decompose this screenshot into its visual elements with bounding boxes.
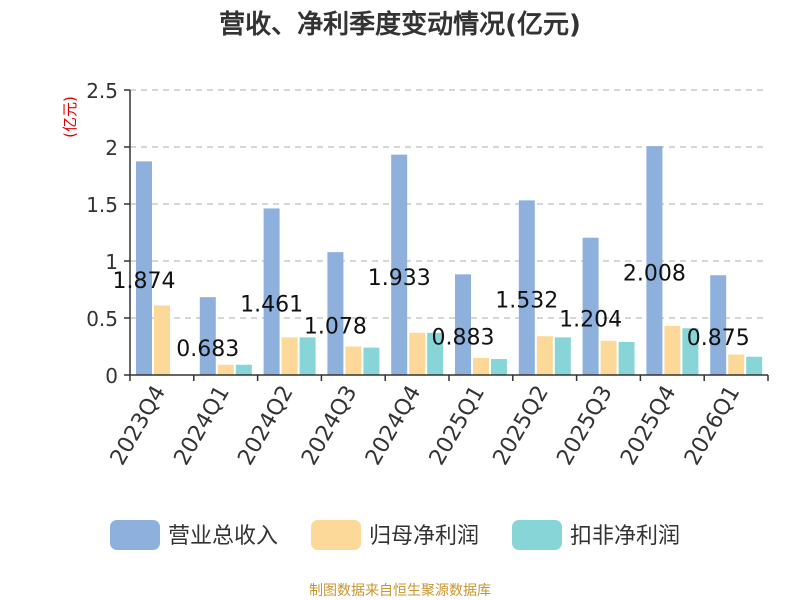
x-tick-label: 2025Q3 [552,382,617,470]
data-label: 0.683 [176,337,239,362]
x-tick-labels: 2023Q42024Q12024Q22024Q32024Q42025Q12025… [106,382,746,470]
bar-net-profit [600,340,617,375]
bar-net-profit [536,336,553,375]
y-tick-labels: 0 0.5 1 1.5 2 2.5 [86,79,118,388]
x-tick-label: 2024Q1 [170,382,235,470]
bar-revenue [199,297,216,375]
data-label: 1.532 [495,289,558,314]
bar-revenue [518,200,535,375]
bar-revenue [582,237,599,375]
legend-item[interactable]: 归母净利润 [311,520,479,550]
bar-revenue [455,274,471,375]
bar-deducted-profit [746,356,763,375]
bar-net-profit [728,354,745,375]
axes [124,89,769,381]
y-tick-label: 0 [105,364,118,388]
data-label: 2.008 [623,262,686,287]
bar-net-profit [409,332,426,375]
data-label: 1.204 [559,307,622,332]
x-tick-label: 2024Q4 [361,382,426,470]
y-tick-label: 1.5 [86,193,118,217]
data-label: 1.933 [368,266,431,291]
x-tick-label: 2024Q2 [233,382,298,470]
bar-revenue [327,252,344,375]
legend-item[interactable]: 扣非净利润 [512,520,680,550]
bar-revenue [646,146,663,375]
bar-net-profit [281,337,298,375]
data-label: 1.078 [304,315,367,340]
y-tick-label: 1 [105,250,118,274]
bar-net-profit [473,357,489,375]
data-label: 1.461 [240,293,303,318]
bar-deducted-profit [427,332,444,375]
bar-deducted-profit [682,328,699,375]
bar-net-profit [154,305,170,375]
bar-revenue [710,275,727,375]
bar-deducted-profit [299,337,316,375]
bar-net-profit [345,346,362,375]
bar-revenue [263,208,280,375]
data-label: 0.875 [687,326,750,351]
x-tick-label: 2023Q4 [106,382,171,470]
y-tick-label: 2.5 [86,79,118,103]
y-tick-label: 2 [105,136,118,160]
legend-item[interactable]: 营业总收入 [110,520,278,550]
bar-revenue [391,154,408,375]
legend-label: 营业总收入 [168,524,278,549]
legend-swatch [512,520,562,550]
x-tick-label: 2026Q1 [680,382,745,470]
bar-deducted-profit [363,347,380,375]
legend: 营业总收入 归母净利润 扣非净利润 [110,520,680,550]
x-tick-label: 2024Q3 [297,382,362,470]
legend-label: 归母净利润 [369,524,479,549]
bar-deducted-profit [235,364,252,375]
y-tick-label: 0.5 [86,307,118,331]
bars [136,146,763,375]
source-note: 制图数据来自恒生聚源数据库 [309,583,491,599]
bar-revenue [136,161,152,375]
legend-swatch [311,520,361,550]
y-axis-label: (亿元) [61,96,79,138]
legend-label: 扣非净利润 [570,524,680,549]
bar-deducted-profit [618,341,635,375]
bar-net-profit [217,364,234,375]
bar-net-profit [664,325,681,375]
bar-deducted-profit [491,359,507,375]
bar-deducted-profit [554,337,571,375]
legend-swatch [110,520,160,550]
x-tick-label: 2025Q4 [616,382,681,470]
x-tick-label: 2025Q1 [425,382,490,470]
x-tick-label: 2025Q2 [489,382,554,470]
data-label: 1.874 [113,269,176,294]
data-label: 0.883 [432,326,495,351]
chart-title: 营收、净利季度变动情况(亿元) [219,9,581,40]
